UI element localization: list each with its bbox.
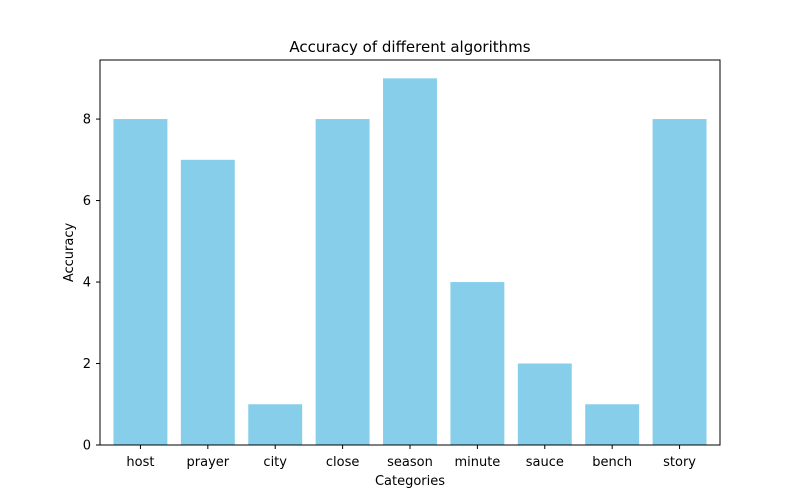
x-axis-ticks: host prayer city close season minute sauce benc…: [126, 445, 696, 470]
bar-bench: [585, 404, 640, 445]
x-tick-label-close: close: [326, 455, 359, 470]
bar-host: [113, 119, 168, 445]
x-tick-label-host: host: [126, 455, 154, 470]
y-axis-ticks: 0 2 4 6 8: [83, 113, 100, 454]
y-axis-label: Accuracy: [62, 223, 77, 283]
bar-city: [248, 404, 303, 445]
chart-title: Accuracy of different algorithms: [289, 38, 530, 56]
y-tick-label-0: 0: [83, 439, 91, 454]
bar-season: [383, 78, 437, 445]
bar-minute: [450, 282, 505, 445]
plot-area-frame: [99, 59, 721, 446]
y-tick-label-6: 6: [83, 194, 91, 209]
y-tick-label-4: 4: [83, 276, 91, 291]
bar-prayer: [180, 159, 235, 445]
y-tick-label-2: 2: [83, 357, 91, 372]
x-tick-label-season: season: [387, 455, 433, 470]
x-tick-label-minute: minute: [454, 455, 500, 470]
bar-story: [652, 119, 707, 445]
x-tick-label-sauce: sauce: [526, 455, 564, 470]
x-tick-label-story: story: [663, 455, 696, 470]
y-tick-label-8: 8: [83, 113, 91, 128]
bars-group: [113, 78, 707, 445]
x-tick-label-city: city: [263, 455, 287, 470]
x-tick-label-bench: bench: [592, 455, 632, 470]
x-axis-label: Categories: [375, 474, 445, 489]
bar-sauce: [517, 363, 572, 445]
bar-close: [315, 119, 370, 445]
x-tick-label-prayer: prayer: [187, 455, 230, 470]
